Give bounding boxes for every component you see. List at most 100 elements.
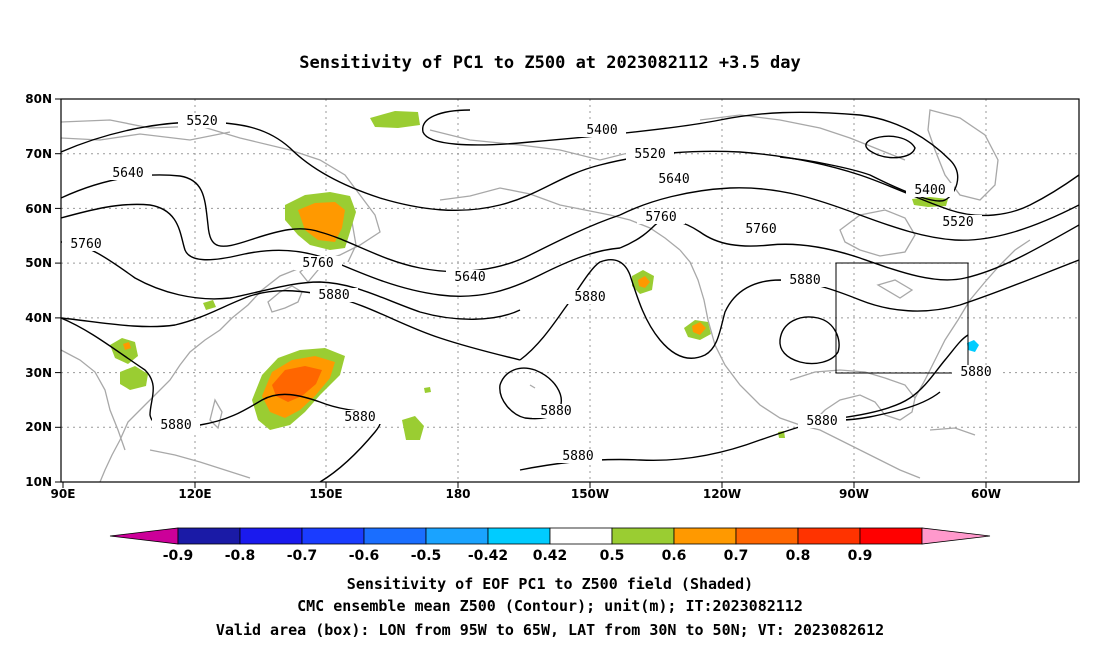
shade-positive-weak [120,366,148,390]
contour-label: 5640 [112,166,143,181]
contour-label: 5520 [186,114,217,129]
footer-line-3: Valid area (box): LON from 95W to 65W, L… [216,621,884,639]
contour-label: 5880 [318,288,349,303]
colorbar-tick-label: -0.7 [287,548,318,564]
contour-5400-low [865,135,916,159]
contour-label: 5880 [806,414,837,429]
lat-label: 10N [25,475,52,489]
contour-5880-pac [519,258,1079,361]
lat-label: 60N [25,202,52,216]
axis-ticks [55,98,987,488]
colorbar-tick-label: -0.5 [411,548,442,564]
map-content: 5520 5400 5520 5640 5400 5520 5640 5760 … [61,99,1079,482]
contour-label: 5880 [960,365,991,380]
contour-label: 5880 [160,418,191,433]
lon-label: 150W [571,487,609,501]
shade-positive-medium [638,276,650,288]
contour-5880-gulf [839,391,941,421]
footer-line-1: Sensitivity of EOF PC1 to Z500 field (Sh… [347,575,753,593]
colorbar-segment [549,527,613,545]
contour-label: 5640 [454,270,485,285]
colorbar-tick-label: 0.6 [662,548,687,564]
lat-label: 80N [25,92,52,106]
colorbar-triangle-low [109,527,179,545]
lat-label: 30N [25,366,52,380]
contour-label: 5640 [658,172,689,187]
shade-positive-weak [203,300,216,310]
colorbar-segment [239,527,303,545]
colorbar-segment [797,527,861,545]
colorbar-labels: -0.9 -0.8 -0.7 -0.6 -0.5 -0.42 0.42 0.5 0.6 0.7 0.… [163,548,873,564]
colorbar-tick-label: 0.9 [848,548,873,564]
contour-5400-arctic [422,109,959,202]
contour-label: 5400 [914,183,945,198]
colorbar-segment [859,527,923,545]
contour-labels: 5520 5400 5520 5640 5400 5520 5640 5760 … [62,114,1000,464]
contour-label: 5880 [540,404,571,419]
colorbar-tick-label: 0.8 [786,548,811,564]
colorbar-tick-label: 0.5 [600,548,625,564]
contour-5880-mid [61,290,521,361]
contour-5760-westpac [61,241,521,320]
contour-label: 5880 [789,273,820,288]
colorbar-tick-label: -0.6 [349,548,380,564]
valid-area-box [835,262,969,374]
shade-positive-medium [123,342,131,350]
map-border [60,98,1080,483]
lat-label: 70N [25,147,52,161]
colorbar [109,527,991,545]
contour-5640-west [61,174,621,273]
colorbar-segment [301,527,365,545]
contour-label: 5760 [70,237,101,252]
shade-positive-weak [370,111,420,128]
latitude-labels: 80N 70N 60N 50N 40N 30N 20N 10N [25,92,52,489]
sensitivity-shading [110,111,979,440]
lon-label: 90W [839,487,869,501]
colorbar-tick-label: 0.7 [724,548,749,564]
colorbar-segment [425,527,489,545]
contour-5640-east [619,187,1079,241]
lon-label: 120W [703,487,741,501]
lat-label: 40N [25,311,52,325]
coastlines [61,109,1031,482]
contour-label: 5880 [562,449,593,464]
lat-label: 50N [25,256,52,270]
shade-positive-weak [110,338,138,364]
contour-label: 5520 [634,147,665,162]
lon-label: 120E [178,487,211,501]
colorbar-triangle-high [921,527,991,545]
colorbar-segment [363,527,427,545]
shade-positive-weak [402,416,424,440]
contour-5520-mid [739,151,1079,217]
figure-title: Sensitivity of PC1 to Z500 at 2023082112… [299,53,801,73]
shade-positive-medium [298,202,345,242]
lon-label: 60W [971,487,1001,501]
colorbar-tick-label: 0.42 [533,548,568,564]
shade-positive-strong [272,366,322,402]
shade-positive-weak [424,387,431,393]
contour-label: 5760 [302,256,333,271]
contour-label: 5760 [645,210,676,225]
colorbar-tick-label: -0.42 [468,548,508,564]
contour-label: 5520 [942,215,973,230]
longitude-labels: 90E 120E 150E 180 150W 120W 90W 60W [51,487,1001,501]
lon-label: 90E [51,487,76,501]
lat-label: 20N [25,420,52,434]
contour-5760-west [61,203,621,297]
colorbar-segment [487,527,551,545]
contour-label: 5760 [745,222,776,237]
colorbar-segment [673,527,737,545]
z500-contours [61,109,1079,482]
contour-label: 5880 [344,410,375,425]
contour-5880-high [779,316,840,365]
shade-positive-medium [692,322,706,335]
contour-label: 5880 [574,290,605,305]
colorbar-segment [611,527,675,545]
colorbar-segment [177,527,241,545]
colorbar-tick-label: -0.9 [163,548,194,564]
shade-negative-weak [967,340,979,352]
colorbar-segment [735,527,799,545]
colorbar-tick-label: -0.8 [225,548,256,564]
lon-label: 180 [445,487,470,501]
